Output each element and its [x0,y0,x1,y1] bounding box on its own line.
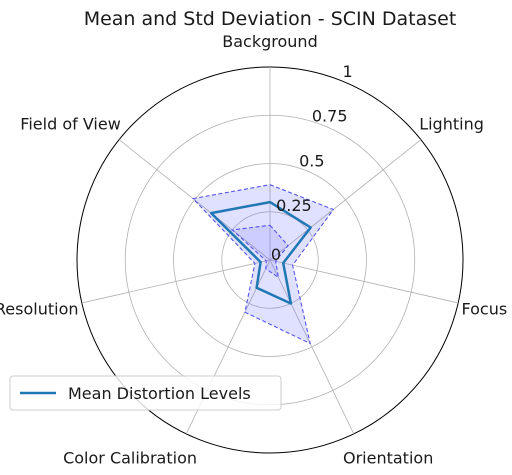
spoke [118,139,271,261]
band-lower [231,224,289,279]
radial-tick-labels: 0 0.25 0.5 0.75 1 [271,62,353,264]
radial-tick-label: 0.25 [276,196,312,215]
mean-series [209,200,312,305]
legend: Mean Distortion Levels [9,375,282,411]
axis-label-color-calibration: Color Calibration [63,448,197,467]
spoke [81,259,271,304]
axis-label-resolution: Resolution [0,300,79,319]
spoke [269,259,355,435]
radial-tick-label: 0 [271,245,281,264]
axis-label-background: Background [222,32,317,51]
axis-label-field-of-view: Field of View [20,115,121,134]
chart-title: Mean and Std Deviation - SCIN Dataset [84,8,457,30]
series-line-mean [209,200,312,305]
spoke [269,139,422,261]
legend-label-mean: Mean Distortion Levels [68,384,251,403]
radial-tick-label: 0.75 [312,107,348,126]
axis-label-orientation: Orientation [343,448,433,467]
std-deviation-band [191,184,335,345]
axis-label-lighting: Lighting [419,115,484,134]
spoke [269,259,459,304]
radial-tick-label: 0.5 [299,151,324,170]
axis-labels: Background Lighting Focus Orientation Color … [0,32,507,467]
legend-box [9,375,282,411]
band-upper [191,184,335,345]
radial-tick-label: 1 [343,62,353,81]
axis-label-focus: Focus [462,300,508,319]
